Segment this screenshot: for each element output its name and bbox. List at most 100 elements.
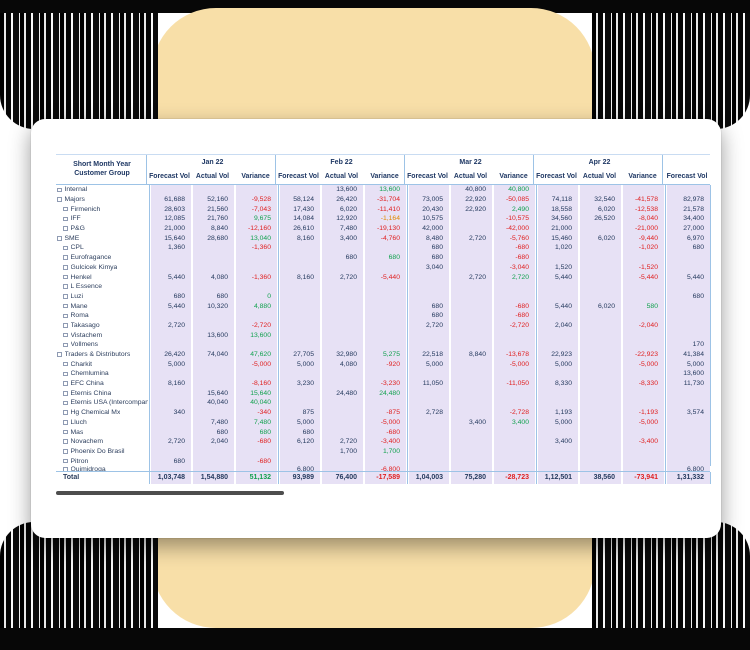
corner-header[interactable]: Short Month Year Customer Group [56,155,148,185]
horizontal-scrollbar[interactable] [56,491,284,495]
table-row: Luzi 680 680 0 680 [56,291,711,302]
cell-variance [621,310,664,321]
expand-toggle-icon[interactable] [63,391,68,396]
cell-actual: 6,020 [578,301,621,311]
cell-actual: 8,840 [191,223,234,234]
cell-variance: 9,675 [234,214,277,224]
expand-toggle-icon[interactable] [63,255,68,260]
cell-actual [191,359,234,370]
column-header[interactable]: Forecast Vol [662,169,710,185]
month-header[interactable]: Apr 22 [533,155,664,169]
expand-toggle-icon[interactable] [63,245,68,251]
cell-variance: -680 [234,436,277,447]
table-row: Quimidroga 6,800 -6,800 6,800 [56,465,710,471]
column-header[interactable]: Actual Vol [449,169,492,185]
expand-toggle-icon[interactable] [57,187,62,193]
expand-toggle-icon[interactable] [63,206,68,212]
cell-variance: -5,000 [234,359,277,370]
expand-toggle-icon[interactable] [63,342,68,348]
cell-actual [449,330,492,340]
cell-actual [320,398,363,408]
cell-forecast: 58,124 [277,194,320,205]
cell-forecast [277,252,320,263]
expand-toggle-icon[interactable] [63,410,68,415]
cell-forecast [148,398,191,408]
month-header[interactable]: Jan 22 [146,155,277,169]
row-label: Majors [64,196,85,204]
cell-variance: -3,400 [363,436,406,447]
month-header[interactable]: Feb 22 [275,155,406,169]
cell-variance: -6,800 [363,465,406,471]
expand-toggle-icon[interactable] [57,236,62,241]
cell-variance [492,456,535,466]
row-label: P&G [70,225,85,233]
row-label: Henkel [70,273,92,281]
cell-forecast: 3,230 [277,378,320,389]
cell-forecast [535,252,578,263]
cell-variance [621,291,664,302]
cell-variance: -8,040 [621,214,664,224]
cell-forecast [277,456,320,466]
expand-toggle-icon[interactable] [63,294,68,299]
cell-forecast: 5,000 [148,359,191,370]
expand-toggle-icon[interactable] [63,429,68,435]
cell-forecast-next [664,252,711,263]
expand-toggle-icon[interactable] [63,284,68,289]
column-header[interactable]: Variance [363,169,406,185]
cell-variance: -10,575 [492,214,535,224]
cell-variance: 13,600 [234,330,277,340]
cell-actual [578,252,621,263]
expand-toggle-icon[interactable] [63,458,68,464]
expand-toggle-icon[interactable] [63,381,68,386]
cell-forecast [148,369,191,379]
column-header[interactable]: Variance [621,169,664,185]
expand-toggle-icon[interactable] [63,420,68,425]
expand-toggle-icon[interactable] [63,216,68,222]
cell-actual [578,281,621,292]
column-header[interactable]: Actual Vol [191,169,234,185]
expand-toggle-icon[interactable] [63,323,68,328]
cell-actual [449,223,492,234]
table-row: Takasago 2,720 -2,720 2,720 -2,720 2,040 -2,04… [56,320,711,331]
expand-toggle-icon[interactable] [63,449,68,454]
expand-toggle-icon[interactable] [63,467,68,471]
table-row: Traders & Distributors 26,420 74,040 47,620… [56,349,711,360]
expand-toggle-icon[interactable] [63,313,68,319]
column-header[interactable]: Variance [234,169,277,185]
column-header[interactable]: Forecast Vol [533,169,578,185]
column-header[interactable]: Forecast Vol [146,169,191,185]
cell-forecast: 20,430 [406,204,449,215]
row-label-cell: Quimidroga [56,465,148,471]
table-row: Vollmens 170 [56,340,711,350]
cell-forecast: 1,193 [535,407,578,418]
expand-toggle-icon[interactable] [63,332,68,338]
cell-forecast [406,340,449,350]
cell-forecast: 5,440 [148,301,191,311]
cell-forecast [277,310,320,321]
column-header[interactable]: Actual Vol [578,169,621,185]
column-header[interactable]: Actual Vol [320,169,363,185]
table-row: Henkel 5,440 4,080 -1,360 8,160 2,720 -5,440 2,… [56,272,711,282]
row-label: Vistachem [70,331,103,339]
column-header[interactable]: Variance [492,169,535,185]
month-header[interactable]: Mar 22 [404,155,535,169]
expand-toggle-icon[interactable] [63,265,68,270]
expand-toggle-icon[interactable] [57,197,62,202]
expand-toggle-icon[interactable] [57,352,62,357]
expand-toggle-icon[interactable] [63,274,68,280]
expand-toggle-icon[interactable] [63,303,68,309]
expand-toggle-icon[interactable] [63,361,68,367]
expand-toggle-icon[interactable] [63,371,68,377]
cell-variance: -340 [234,407,277,418]
row-label: Quimidroga [70,465,106,471]
cell-actual: 40,800 [449,185,492,195]
column-header[interactable]: Forecast Vol [275,169,320,185]
row-label: Phoenix Do Brasil [70,447,125,455]
expand-toggle-icon[interactable] [63,226,68,231]
expand-toggle-icon[interactable] [63,439,68,444]
cell-variance: 580 [621,301,664,311]
cell-actual: 7,480 [191,417,234,428]
expand-toggle-icon[interactable] [63,400,68,406]
column-header[interactable]: Forecast Vol [404,169,449,185]
cell-forecast: 26,420 [148,349,191,360]
